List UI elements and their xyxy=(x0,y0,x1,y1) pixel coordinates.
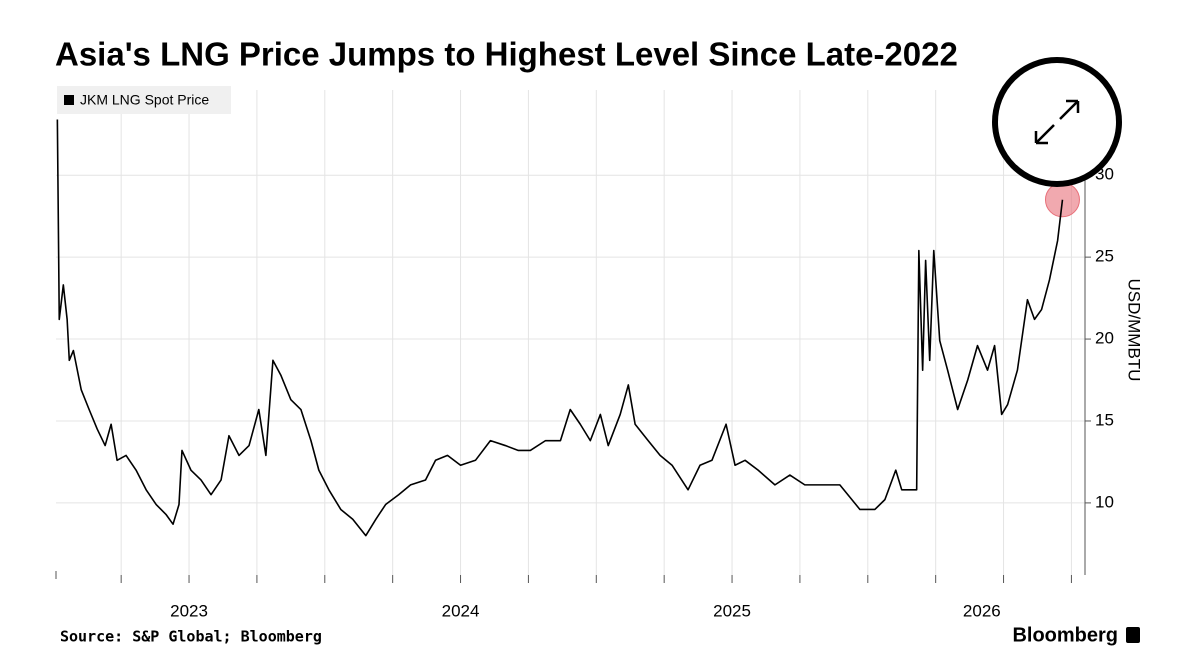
x-tick-label: 2024 xyxy=(442,601,480,620)
brand-logo: Bloomberg xyxy=(1012,624,1118,646)
y-axis-label: USD/MMBTU xyxy=(1125,279,1144,382)
y-tick-label: 20 xyxy=(1095,329,1114,348)
x-tick-label: 2023 xyxy=(170,601,208,620)
x-tick-label: 2026 xyxy=(963,601,1001,620)
expand-button-circle[interactable] xyxy=(992,57,1122,187)
legend-swatch xyxy=(64,95,74,105)
price-line xyxy=(56,119,1064,537)
legend-label: JKM LNG Spot Price xyxy=(80,92,209,108)
y-tick-label: 25 xyxy=(1095,247,1114,266)
expand-icon[interactable] xyxy=(1034,99,1080,145)
source-note: Source: S&P Global; Bloomberg xyxy=(60,628,322,646)
legend-box xyxy=(57,86,231,114)
y-tick-label: 10 xyxy=(1095,492,1114,511)
y-tick-label: 15 xyxy=(1095,410,1114,429)
expand-button[interactable] xyxy=(992,57,1122,187)
brand-icon xyxy=(1126,627,1140,643)
x-tick-label: 2025 xyxy=(713,601,751,620)
chart-title: Asia's LNG Price Jumps to Highest Level … xyxy=(55,36,958,73)
